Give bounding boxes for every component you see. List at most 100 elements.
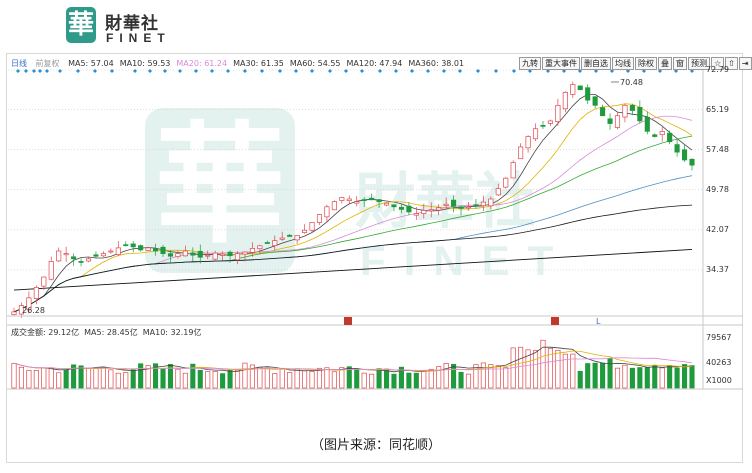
volume-bar: [480, 362, 486, 389]
volume-ma-line: [13, 357, 693, 371]
volume-bar: [600, 362, 606, 389]
volume-bar: [659, 367, 665, 389]
ma-legend: 日线 前复权 MA5: 57.04 MA10: 59.53 MA20: 61.24 M…: [11, 58, 476, 69]
candle-body: [391, 204, 397, 208]
price-tick-label: 49.78: [706, 184, 729, 194]
candle-body: [607, 118, 613, 124]
candle-body: [376, 199, 382, 202]
volume-bar: [78, 365, 84, 389]
candle-body: [667, 132, 673, 143]
candle-body: [294, 235, 300, 241]
volume-bar: [190, 363, 196, 389]
toolbar-button[interactable]: ⇥: [738, 57, 752, 70]
candle-body: [413, 213, 419, 216]
volume-bar: [585, 363, 591, 389]
candle-body: [234, 253, 241, 261]
ma-legend-item: MA10: 59.53: [119, 59, 171, 68]
candle-body: [302, 229, 308, 234]
candle-body: [555, 104, 561, 122]
candle-body: [115, 247, 121, 255]
candle-body: [130, 243, 136, 248]
candle-body: [316, 214, 323, 223]
toolbar-button[interactable]: 均线: [612, 57, 634, 70]
toolbar-button[interactable]: 九转: [519, 57, 541, 70]
event-diamond-icon: [546, 69, 550, 73]
period-label[interactable]: 日线: [11, 59, 27, 68]
volume-bar: [398, 366, 404, 389]
candle-body: [406, 205, 412, 213]
volume-bar: [339, 367, 345, 389]
ma-line-ma360: [13, 249, 693, 291]
candle-body: [138, 245, 144, 251]
event-diamond-icon: [45, 69, 49, 73]
candle-body: [346, 198, 352, 202]
toolbar-button[interactable]: 窗: [673, 57, 687, 70]
volume-bar: [115, 372, 121, 389]
toolbar-button[interactable]: 除权: [635, 57, 657, 70]
volume-bar: [488, 364, 494, 389]
toolbar-button[interactable]: ⇧: [725, 57, 738, 70]
candle-body: [123, 244, 129, 247]
candle-body: [26, 297, 32, 310]
watermark-mark: 華: [155, 108, 285, 261]
price-tick-label: 42.07: [706, 224, 729, 234]
event-diamond-icon: [210, 69, 214, 73]
volume-bar: [361, 372, 367, 389]
event-icon[interactable]: [344, 317, 352, 325]
volume-bar: [681, 364, 688, 389]
volume-bar: [622, 364, 628, 389]
volume-bar: [130, 369, 136, 389]
event-diamond-icon: [410, 69, 414, 73]
candle-body: [212, 252, 218, 260]
toolbar-button[interactable]: 预测: [688, 57, 710, 70]
candle-body: [108, 250, 114, 253]
volume-bar: [138, 363, 144, 389]
ma-legend-item: MA5: 57.04: [68, 59, 114, 68]
candle-body: [585, 87, 591, 101]
volume-bar: [56, 372, 62, 389]
candle-body: [11, 311, 17, 315]
volume-legend-item: MA10: 32.19亿: [142, 328, 202, 337]
candle-body: [264, 242, 270, 244]
candle-body: [495, 188, 501, 196]
watermark-name-en: FINET: [360, 237, 571, 284]
toolbar-button[interactable]: 重大事件: [542, 57, 580, 70]
image-source-caption: （图片来源：同花顺）: [310, 438, 441, 453]
volume-bar: [41, 367, 47, 389]
event-icon[interactable]: [551, 317, 559, 325]
volume-bar: [153, 363, 159, 389]
candle-body: [182, 250, 188, 257]
adjust-label[interactable]: 前复权: [35, 59, 60, 68]
candle-body: [242, 251, 248, 255]
volume-bar: [272, 373, 278, 389]
volume-bar: [369, 373, 375, 389]
event-diamond-icon: [328, 69, 332, 73]
volume-bar: [458, 371, 464, 389]
volume-bar: [18, 366, 25, 389]
volume-bar: [197, 369, 203, 389]
event-diamond-icon: [93, 69, 97, 73]
candle-body: [644, 116, 650, 132]
event-diamond-icon: [194, 69, 198, 73]
volume-bar: [160, 368, 166, 389]
low-price-label: 26.28: [22, 306, 45, 315]
toolbar-button[interactable]: 删自选: [581, 57, 611, 70]
event-diamond-icon: [178, 69, 182, 73]
candle-body: [227, 251, 233, 257]
volume-bar: [11, 362, 17, 389]
toolbar-button[interactable]: 叠: [658, 57, 672, 70]
candle-body: [100, 253, 106, 257]
candlesticks: [11, 81, 695, 318]
volume-bar: [167, 364, 174, 389]
toolbar-button[interactable]: ☆: [711, 57, 725, 70]
volume-bar: [547, 347, 553, 389]
volume-bar: [451, 363, 457, 389]
ma-line-ma5: [13, 94, 693, 313]
candle-body: [18, 305, 25, 315]
ma-legend-item: MA20: 61.24: [176, 59, 228, 68]
candle-body: [398, 206, 404, 210]
candle-body: [33, 287, 39, 299]
event-diamond-icon: [394, 69, 398, 73]
candle-body: [383, 202, 390, 206]
volume-bars: [11, 339, 695, 389]
